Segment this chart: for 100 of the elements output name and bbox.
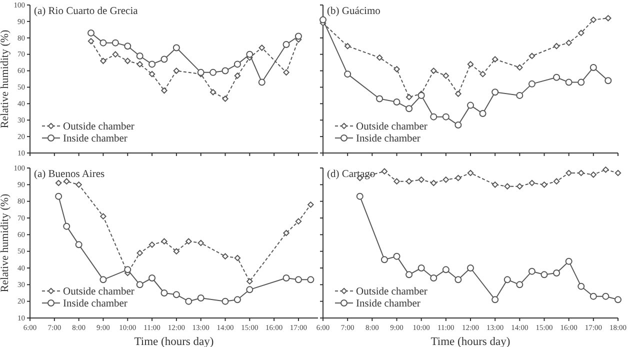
point — [376, 95, 384, 102]
point — [528, 180, 536, 186]
point — [418, 176, 424, 183]
point — [282, 274, 290, 282]
point — [442, 72, 450, 79]
point — [492, 56, 498, 62]
point — [566, 40, 572, 46]
point — [283, 230, 290, 236]
point — [430, 113, 438, 120]
legend-label: Outside chamber — [356, 286, 428, 298]
point — [172, 291, 180, 298]
point — [294, 32, 302, 40]
point — [185, 298, 192, 305]
point — [590, 172, 597, 178]
point — [467, 264, 474, 272]
point — [112, 51, 119, 58]
point — [161, 238, 168, 244]
point — [528, 80, 536, 88]
point — [75, 241, 82, 248]
point — [356, 192, 364, 200]
point — [63, 222, 70, 230]
point — [504, 276, 511, 284]
point — [308, 202, 314, 208]
point — [565, 258, 572, 265]
point — [553, 270, 560, 276]
point — [64, 178, 70, 184]
point — [418, 264, 425, 272]
point — [380, 256, 388, 264]
point — [160, 56, 168, 63]
point — [394, 178, 400, 184]
point — [148, 70, 156, 78]
point — [442, 266, 450, 274]
point — [516, 64, 523, 71]
point — [344, 43, 351, 50]
point — [295, 218, 302, 224]
point — [406, 271, 413, 278]
point — [148, 242, 156, 248]
point — [430, 68, 437, 74]
point — [222, 253, 228, 260]
point — [480, 70, 486, 78]
point — [148, 274, 156, 282]
point — [578, 78, 585, 86]
point — [540, 271, 548, 278]
point — [124, 58, 131, 64]
point — [455, 174, 462, 182]
chart-title: (d) Cartago — [327, 169, 376, 180]
point — [467, 61, 474, 68]
point — [590, 292, 597, 300]
point — [100, 213, 106, 220]
point — [294, 276, 302, 284]
point — [553, 178, 560, 184]
point — [222, 298, 229, 305]
point — [88, 38, 94, 44]
point — [197, 294, 204, 302]
point — [467, 170, 474, 176]
point — [88, 29, 95, 36]
point — [492, 296, 499, 304]
point — [320, 16, 326, 24]
point — [100, 58, 106, 64]
point — [553, 43, 560, 50]
point — [590, 16, 597, 23]
point — [112, 39, 119, 46]
point — [210, 89, 216, 96]
point — [454, 122, 462, 129]
point — [283, 69, 290, 76]
point — [516, 183, 523, 190]
point — [172, 44, 180, 52]
point — [173, 248, 180, 254]
legend-label: Inside chamber — [356, 134, 421, 145]
point — [604, 77, 612, 84]
point — [148, 60, 156, 68]
point — [430, 180, 437, 186]
point — [282, 40, 290, 48]
point — [455, 90, 462, 97]
point — [234, 72, 241, 79]
legend-label: Inside chamber — [63, 134, 128, 145]
point — [246, 50, 254, 58]
point — [492, 88, 499, 96]
point — [578, 30, 584, 36]
legend-label: Outside chamber — [63, 286, 135, 298]
point — [76, 182, 82, 188]
point — [553, 74, 560, 81]
point — [160, 290, 168, 296]
point — [100, 39, 107, 46]
point — [394, 66, 400, 72]
point — [136, 61, 143, 68]
point — [136, 250, 143, 256]
point — [258, 78, 266, 86]
point — [516, 281, 524, 288]
point — [161, 87, 168, 94]
point — [565, 78, 572, 86]
point — [344, 70, 352, 78]
point — [234, 60, 241, 68]
point — [614, 170, 622, 176]
point — [381, 168, 388, 174]
chart-title: (b) Guácimo — [327, 6, 380, 17]
point — [198, 240, 204, 246]
point — [186, 238, 192, 244]
point — [566, 170, 572, 176]
point — [55, 192, 62, 200]
